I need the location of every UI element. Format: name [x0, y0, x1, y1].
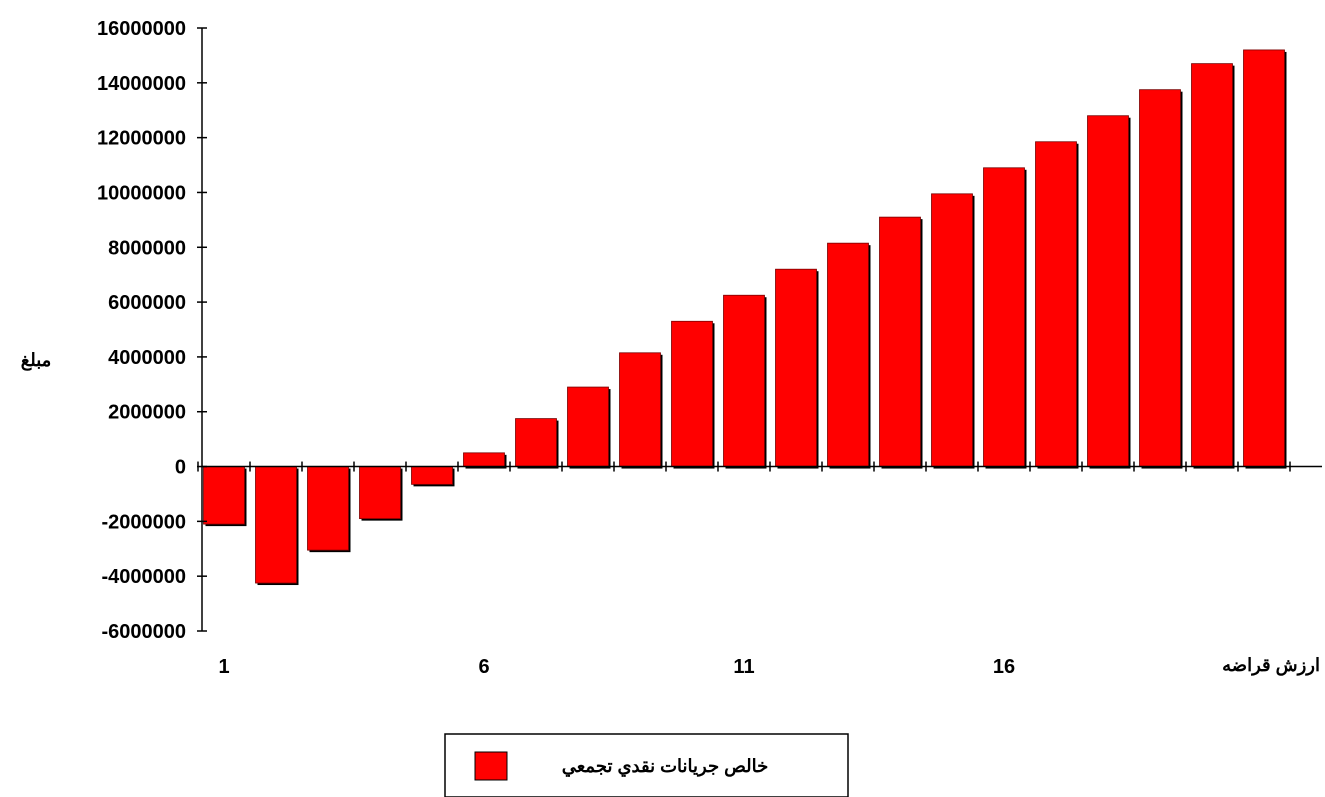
y-tick-label: 8000000	[108, 237, 186, 259]
bar	[983, 167, 1025, 467]
y-tick-label: -4000000	[101, 566, 186, 588]
y-tick-label: 14000000	[97, 73, 186, 95]
bar	[775, 268, 817, 467]
bar	[619, 352, 661, 467]
x-axis-ticks: 1 6 11 16	[197, 461, 1291, 678]
y-tick-label: 10000000	[97, 182, 186, 204]
x-axis-title: ارزش قراضه	[1222, 655, 1320, 676]
x-tick-label: 11	[733, 656, 754, 678]
bar	[1243, 49, 1285, 467]
y-tick-label: 12000000	[97, 128, 186, 150]
bar	[931, 193, 973, 467]
legend-swatch	[474, 751, 508, 781]
bar	[515, 418, 557, 467]
y-tick-label: 2000000	[108, 402, 186, 424]
bar	[1035, 141, 1077, 467]
y-tick-label: -6000000	[101, 621, 186, 643]
axes	[201, 28, 1322, 631]
y-tick-label: 16000000	[97, 18, 186, 40]
x-tick-label: 6	[478, 656, 489, 678]
bar-series	[203, 49, 1287, 586]
legend-box	[444, 733, 849, 797]
bar	[827, 242, 869, 467]
bar	[723, 294, 765, 467]
legend: خالص جريانات نقدي تجمعي	[444, 733, 849, 797]
y-axis-ticks: 16000000 14000000 12000000 10000000 8000000 6…	[97, 18, 207, 643]
bar	[203, 466, 245, 525]
y-tick-label: 6000000	[108, 292, 186, 314]
bar	[255, 466, 297, 584]
bar	[411, 466, 453, 485]
y-tick-label: -2000000	[101, 511, 186, 533]
bar	[463, 452, 505, 467]
bar	[1191, 63, 1233, 467]
bar	[671, 320, 713, 467]
y-tick-label: 4000000	[108, 347, 186, 369]
y-axis-title: مبلغ	[21, 350, 52, 371]
bar	[567, 386, 609, 467]
x-tick-label: 1	[218, 656, 229, 678]
y-tick-label: 0	[175, 457, 186, 479]
bar	[879, 216, 921, 467]
legend-label: خالص جريانات نقدي تجمعي	[562, 756, 769, 777]
bar	[307, 466, 349, 551]
bar	[359, 466, 401, 520]
bar	[1139, 89, 1181, 467]
bar	[1087, 115, 1129, 467]
x-tick-label: 16	[993, 656, 1015, 678]
